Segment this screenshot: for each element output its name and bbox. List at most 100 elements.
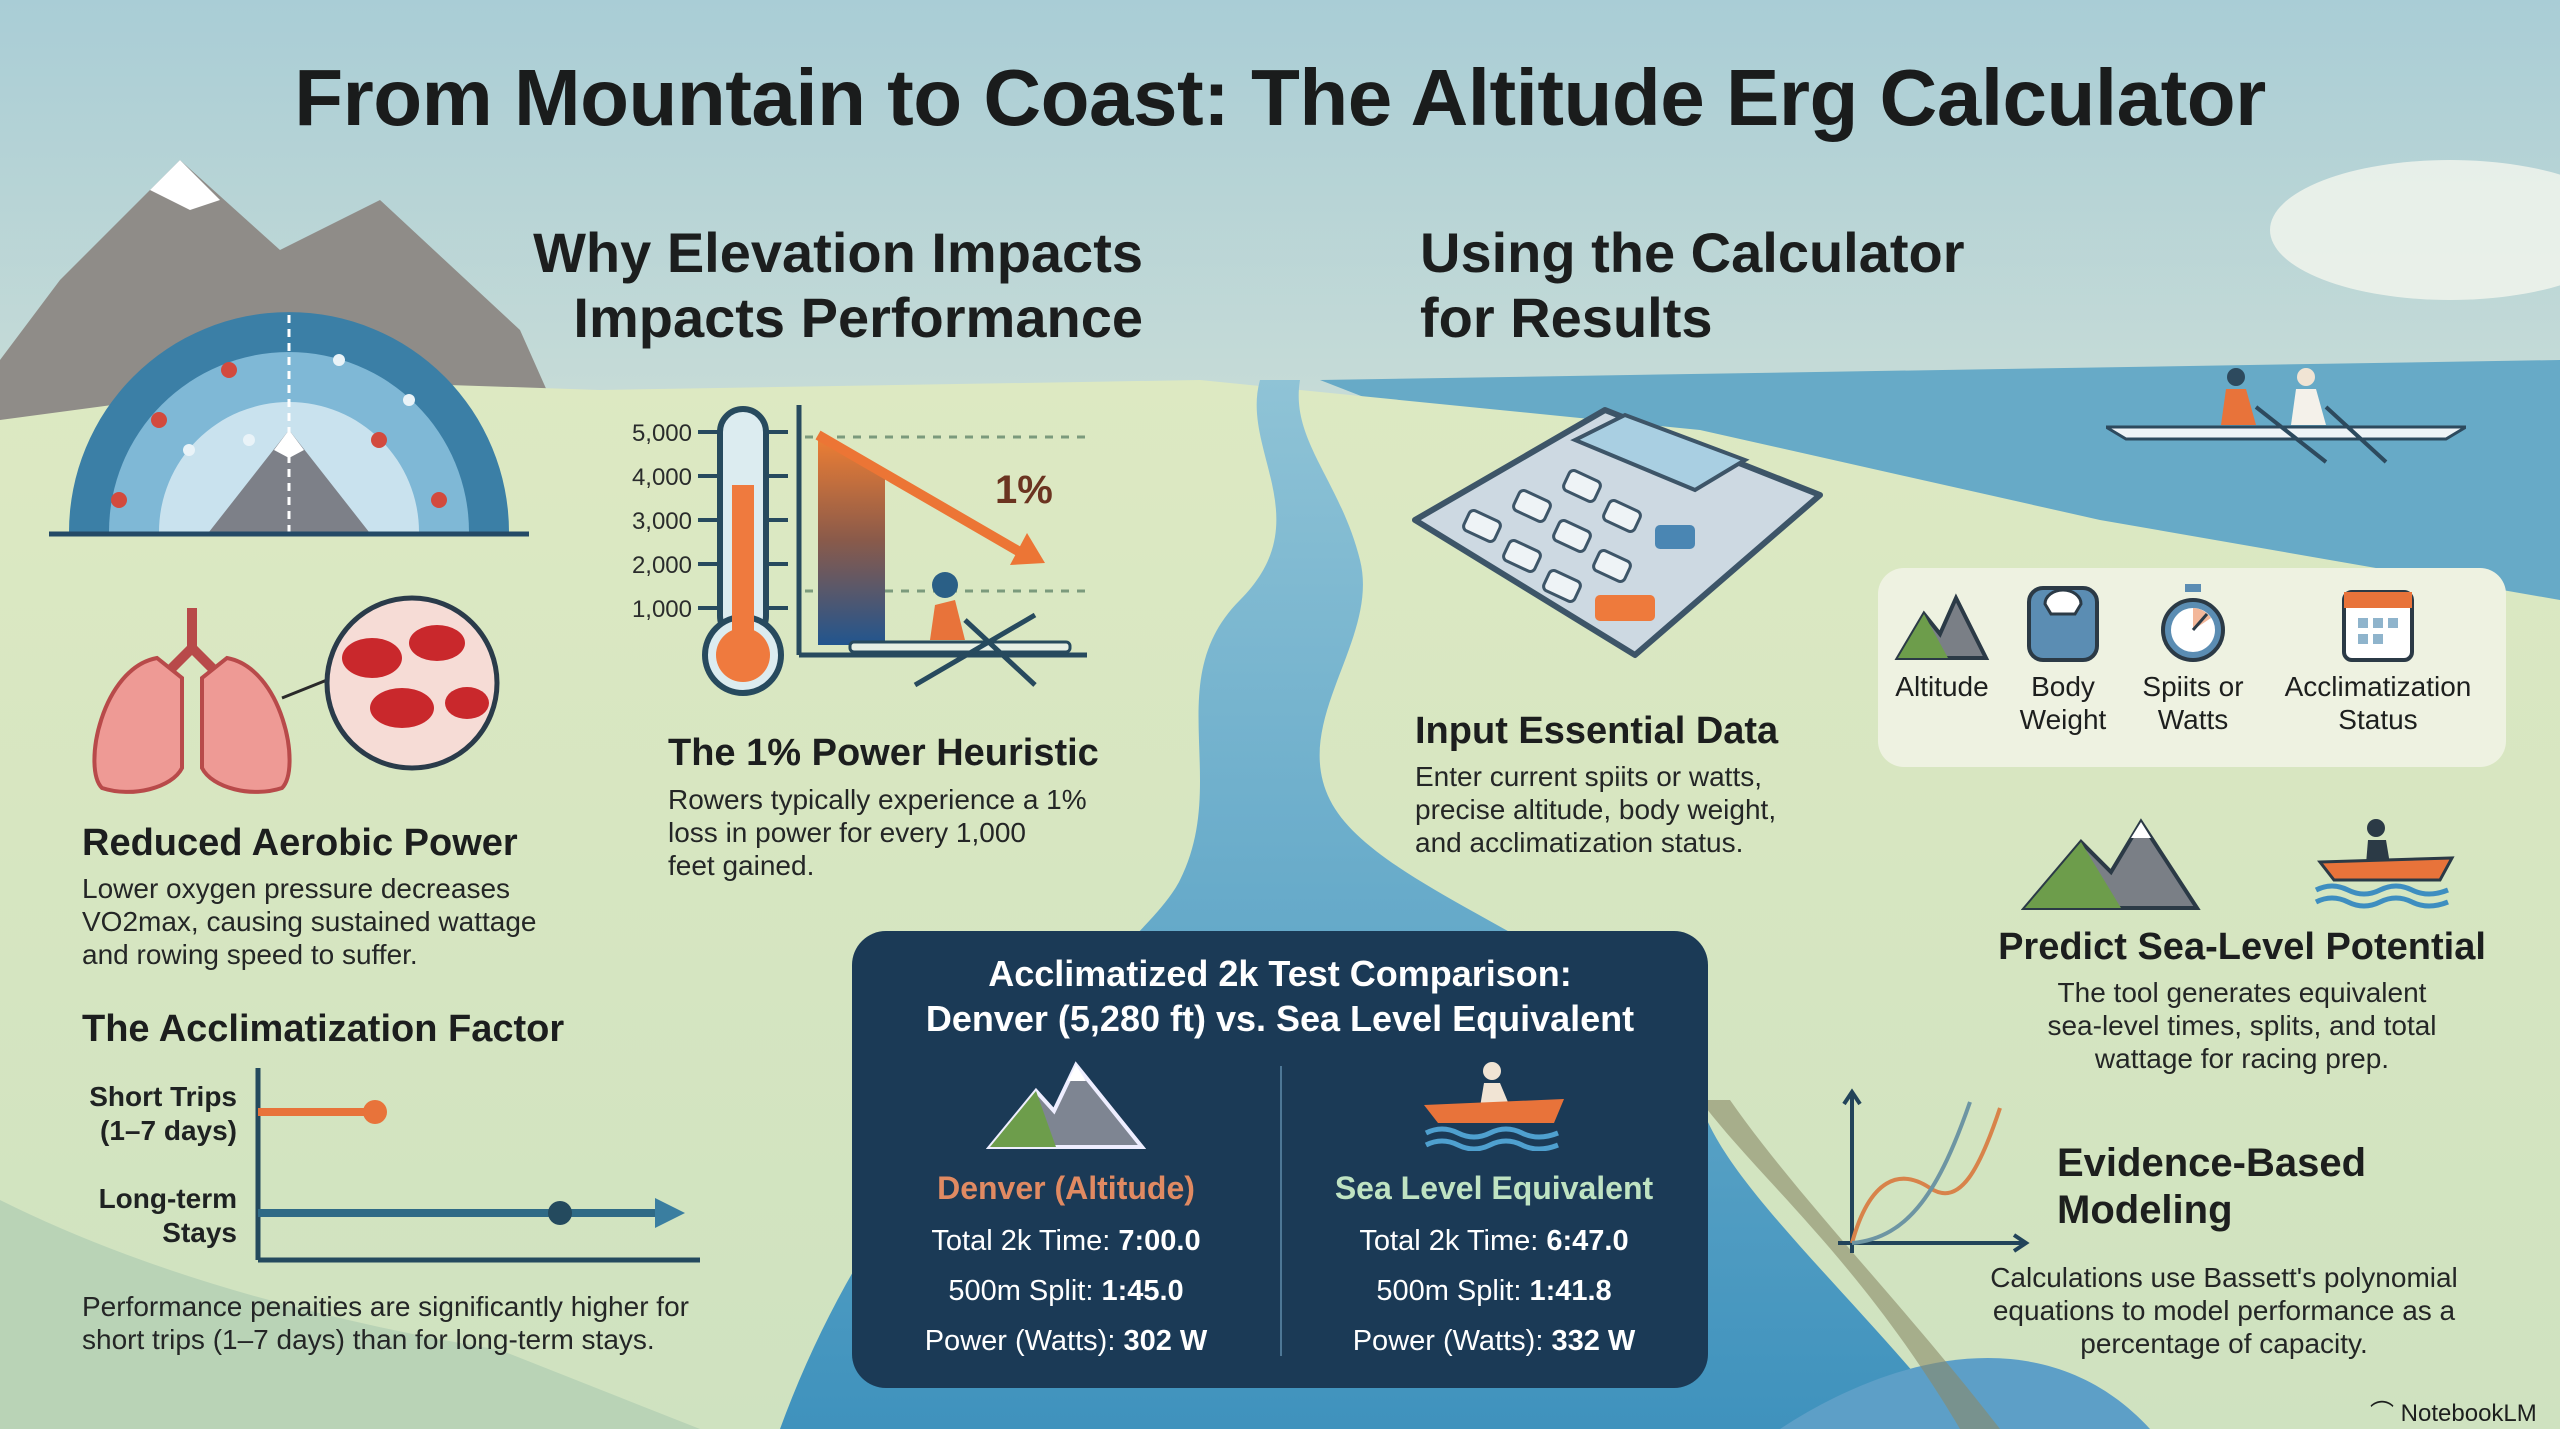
arrow-icon: [655, 1198, 685, 1228]
panel-label: Spiits or: [2142, 671, 2244, 702]
denver-column: Denver (Altitude) Total 2k Time: 7:00.0 …: [852, 1061, 1280, 1357]
panel-item-splits-watts: Spiits or Watts: [2128, 584, 2258, 736]
heading-line: for Results: [1420, 286, 1713, 349]
calculator-icon: [1412, 407, 1823, 658]
divider: [1280, 1066, 1282, 1356]
denver-power: Power (Watts): 302 W: [852, 1325, 1280, 1357]
body-line: Enter current spiits or watts,: [1415, 761, 1763, 792]
body-line: and acclimatization status.: [1415, 827, 1744, 858]
tick-label: 1,000: [631, 596, 692, 623]
heading-line: Using the Calculator: [1420, 221, 1965, 284]
calendar-icon: [2342, 590, 2414, 662]
power-loss-chart: [796, 405, 1087, 688]
tick-label: 3,000: [631, 508, 692, 535]
panel-label: Altitude: [1895, 671, 1989, 702]
panel-item-acclimatization-status: Acclimatization Status: [2268, 584, 2488, 736]
row-value: 1:45.0: [1101, 1275, 1184, 1307]
short-trips-label: Short Trips (1–7 days): [40, 1080, 237, 1148]
tick-label: 4,000: [631, 464, 692, 491]
row-label: Power (Watts):: [1352, 1325, 1552, 1357]
evidence-title: Evidence-Based Modeling: [2057, 1140, 2366, 1234]
row-value: 7:00.0: [1118, 1225, 1201, 1257]
panel-label: Acclimatization: [2284, 671, 2472, 702]
sea-power: Power (Watts): 332 W: [1280, 1325, 1708, 1357]
panel-label: Body: [2031, 671, 2095, 702]
row-value: 332 W: [1551, 1325, 1636, 1357]
input-title: Input Essential Data: [1415, 710, 1779, 752]
denver-total-time: Total 2k Time: 7:00.0: [852, 1225, 1280, 1257]
body-line: equations to model performance as a: [1992, 1295, 2456, 1326]
body-line: and rowing speed to suffer.: [82, 939, 418, 970]
input-body: Enter current spiits or watts, precise a…: [1415, 760, 1776, 859]
percent-label: 1%: [995, 468, 1053, 512]
heading-line: Why Elevation Impacts: [533, 221, 1143, 284]
body-line: precise altitude, body weight,: [1415, 794, 1777, 825]
brand-label: NotebookLM: [2400, 1400, 2537, 1427]
row-label: 500m Split:: [1376, 1275, 1530, 1307]
body-line: sea-level times, splits, and total: [2047, 1010, 2437, 1041]
title-line: Acclimatized 2k Test Comparison:: [988, 953, 1572, 994]
brand-watermark: ⌒ NotebookLM: [2370, 1393, 2537, 1428]
panel-label: Watts: [2157, 704, 2229, 735]
denver-title: Denver (Altitude): [937, 1170, 1195, 1206]
acclimatization-title: The Acclimatization Factor: [82, 1008, 565, 1050]
label-line: (1–7 days): [100, 1115, 237, 1146]
heuristic-title: The 1% Power Heuristic: [668, 732, 1099, 774]
rowing-crew-icon: [2106, 368, 2466, 464]
stopwatch-icon: [2161, 584, 2225, 662]
title-line: Modeling: [2057, 1188, 2233, 1232]
evidence-body: Calculations use Bassett's polynomial eq…: [1924, 1261, 2524, 1360]
thermometer-icon: [698, 406, 788, 696]
row-label: Total 2k Time:: [1359, 1225, 1547, 1257]
body-line: Lower oxygen pressure decreases: [82, 873, 511, 904]
sea-level-column: Sea Level Equivalent Total 2k Time: 6:47…: [1280, 1061, 1708, 1357]
rowing-boat-icon: [1424, 1062, 1564, 1152]
label-line: Long-term: [98, 1183, 237, 1214]
acclimatization-chart: [255, 1068, 700, 1263]
tick-label: 5,000: [631, 420, 692, 447]
body-line: VO2max, causing sustained wattage: [82, 906, 537, 937]
row-value: 6:47.0: [1546, 1225, 1629, 1257]
row-label: 500m Split:: [948, 1275, 1102, 1307]
body-line: loss in power for every 1,000: [668, 817, 1026, 848]
body-line: Rowers typically experience a 1%: [668, 784, 1087, 815]
oxygen-dome-icon: [49, 312, 529, 537]
scale-icon: [2027, 586, 2099, 662]
row-value: 302 W: [1123, 1325, 1208, 1357]
section-heading-using: Using the Calculator for Results: [1420, 220, 1965, 350]
input-fields-panel: Altitude Body Weight Spiits or Watts Acc…: [1878, 568, 2506, 767]
tick-label: 2,000: [631, 552, 692, 579]
title-line: Denver (5,280 ft) vs. Sea Level Equivale…: [925, 998, 1635, 1039]
notebooklm-logo-icon: ⌒: [2370, 1400, 2394, 1427]
label-line: Short Trips: [89, 1081, 237, 1112]
polynomial-graph-icon: [1838, 1088, 2030, 1253]
sea-split: 500m Split: 1:41.8: [1280, 1275, 1708, 1307]
short-trips-marker: [363, 1100, 387, 1124]
body-line: short trips (1–7 days) than for long-ter…: [82, 1324, 655, 1355]
section-heading-why: Why Elevation Impacts Impacts Performanc…: [500, 220, 1143, 350]
reduced-power-body: Lower oxygen pressure decreases VO2max, …: [82, 872, 536, 971]
sea-level-title: Sea Level Equivalent: [1334, 1170, 1654, 1206]
page-title: From Mountain to Coast: The Altitude Erg…: [294, 53, 2266, 142]
sea-total-time: Total 2k Time: 6:47.0: [1280, 1225, 1708, 1257]
row-label: Total 2k Time:: [931, 1225, 1119, 1257]
body-line: feet gained.: [668, 850, 815, 881]
row-value: 1:41.8: [1529, 1275, 1612, 1307]
comparison-card: Acclimatized 2k Test Comparison: Denver …: [852, 931, 1708, 1388]
body-line: Performance penaities are significantly …: [82, 1291, 689, 1322]
label-line: Stays: [162, 1217, 237, 1248]
body-line: The tool generates equivalent: [2057, 977, 2427, 1008]
body-line: wattage for racing prep.: [2094, 1043, 2390, 1074]
heading-line: Impacts Performance: [573, 286, 1143, 349]
mountain-icon: [1894, 593, 1990, 660]
down-arrow-icon: [1010, 533, 1045, 565]
heuristic-body: Rowers typically experience a 1% loss in…: [668, 783, 1087, 882]
lungs-blood-cells-icon: [92, 595, 500, 794]
long-term-label: Long-term Stays: [40, 1182, 237, 1250]
long-term-marker: [548, 1201, 572, 1225]
title-line: Evidence-Based: [2057, 1141, 2367, 1185]
predict-body: The tool generates equivalent sea-level …: [1942, 976, 2542, 1075]
predict-title: Predict Sea-Level Potential: [1998, 926, 2486, 968]
panel-item-altitude: Altitude: [1892, 584, 1992, 703]
